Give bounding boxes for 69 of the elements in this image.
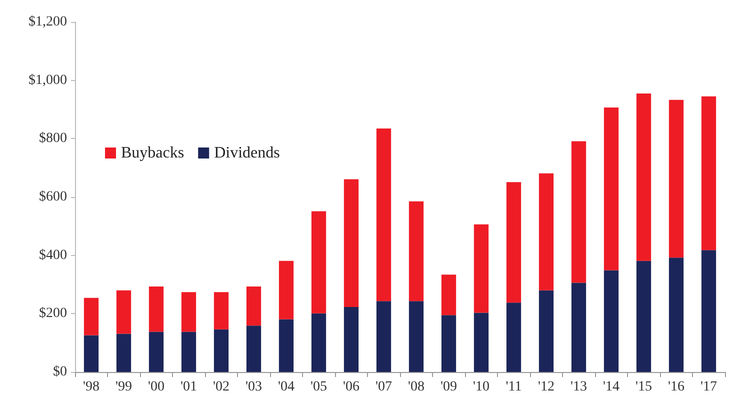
y-tick-label: $0	[53, 364, 67, 380]
bar	[344, 179, 359, 307]
bar	[474, 312, 489, 372]
y-tick-label: $200	[39, 306, 67, 322]
legend-label: Buybacks	[121, 144, 184, 162]
y-tick-label: $800	[39, 131, 67, 146]
x-tick-label: '98	[82, 380, 100, 394]
bar	[506, 182, 522, 303]
bar	[116, 290, 132, 334]
bar	[278, 260, 294, 320]
bar	[408, 301, 424, 372]
bar	[506, 302, 522, 372]
x-tick-label: '07	[375, 380, 392, 394]
x-tick-label: '11	[506, 380, 522, 394]
x-tick-label: '08	[408, 380, 425, 394]
bar	[344, 306, 359, 372]
x-tick-label: '05	[310, 380, 328, 394]
x-tick-label: '01	[180, 380, 198, 394]
bar	[474, 224, 489, 313]
y-tick-label: $400	[39, 248, 67, 263]
x-tick-label: '00	[148, 380, 165, 394]
bar	[214, 292, 229, 330]
x-tick-label: '10	[472, 380, 490, 394]
bar	[181, 292, 196, 332]
x-tick-label: '09	[440, 380, 458, 394]
y-tick-label: $600	[39, 190, 67, 204]
bar	[604, 270, 619, 372]
x-tick-label: '15	[635, 380, 652, 394]
bar	[84, 335, 99, 372]
bar	[84, 298, 99, 336]
x-tick-label: '03	[245, 380, 262, 394]
y-tick-label: $1,200	[28, 14, 67, 30]
bar	[311, 211, 326, 314]
bar	[148, 332, 164, 372]
bar	[148, 286, 164, 332]
x-tick-label: '02	[212, 380, 230, 394]
bar	[181, 332, 196, 372]
bar	[311, 313, 326, 372]
bar	[701, 250, 716, 372]
bar	[408, 201, 424, 302]
bar	[701, 96, 716, 250]
bar	[571, 282, 586, 372]
bar	[441, 315, 456, 372]
bar	[116, 334, 132, 372]
bar	[441, 274, 456, 316]
y-tick-label: $1,000	[28, 72, 67, 88]
x-tick-label: '12	[538, 380, 555, 394]
x-tick-label: '99	[115, 380, 132, 394]
bar	[636, 260, 652, 372]
x-tick-label: '13	[570, 380, 588, 394]
bar	[376, 128, 392, 302]
bar	[668, 100, 684, 258]
bar	[538, 290, 554, 372]
bar	[376, 301, 392, 372]
x-tick-label: '16	[668, 380, 685, 394]
x-tick-label: '06	[342, 380, 360, 394]
x-tick-label: '04	[278, 380, 295, 394]
legend-label: Dividends	[214, 144, 280, 162]
x-tick-label: '14	[602, 380, 620, 394]
bar	[571, 141, 586, 283]
bar	[636, 93, 652, 261]
bar	[668, 258, 684, 372]
bar	[278, 319, 294, 372]
bar	[246, 286, 262, 326]
bar	[214, 329, 229, 372]
x-tick-label: '17	[700, 380, 718, 394]
bar	[604, 107, 619, 270]
bar	[538, 173, 554, 290]
bar	[246, 326, 262, 372]
